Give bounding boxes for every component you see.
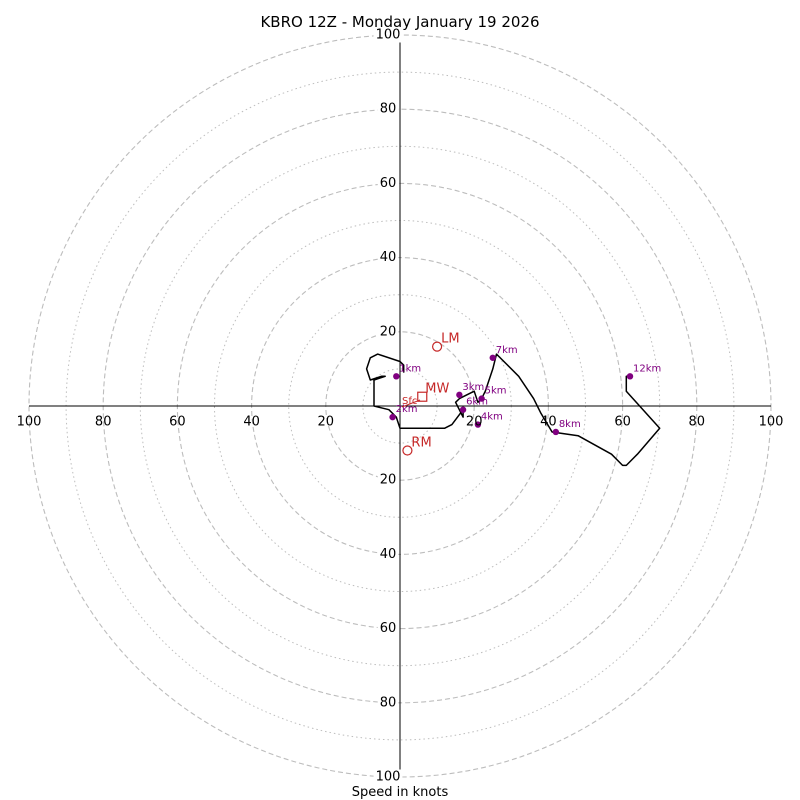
tick-bg-top-100 xyxy=(373,27,403,43)
x-axis-label: Speed in knots xyxy=(352,785,449,800)
height-label-4km: 4km xyxy=(481,412,503,423)
storm-motion-label-rm: RM xyxy=(411,436,431,451)
height-marker-12km xyxy=(626,373,634,380)
tick-label-top-20: 20 xyxy=(380,324,397,339)
height-marker-2km xyxy=(389,413,396,421)
axes xyxy=(29,35,771,777)
height-label-7km: 7km xyxy=(496,345,518,356)
height-label-6km: 6km xyxy=(466,397,488,408)
tick-label-right-100: 100 xyxy=(759,415,784,430)
height-marker-8km xyxy=(552,428,560,436)
height-marker-7km xyxy=(489,354,496,361)
height-marker-4km xyxy=(474,421,482,428)
tick-label-bottom-40: 40 xyxy=(380,547,397,562)
tick-label-top-80: 80 xyxy=(380,102,397,117)
tick-label-left-40: 40 xyxy=(243,415,260,430)
tick-labels: 100 80 60 40 20 20 40 60 80 100 20 40 60 80 100 20 40 60 8… xyxy=(17,27,784,785)
tick-bg-bottom-20 xyxy=(377,472,399,488)
height-label-5km: 5km xyxy=(485,386,507,397)
height-label-1km: 1km xyxy=(399,363,421,374)
hodograph-trace xyxy=(365,353,661,467)
storm-motion-label-mw: MW xyxy=(425,382,449,397)
chart-title: KBRO 12Z - Monday January 19 2026 xyxy=(260,13,539,31)
tick-label-right-40: 40 xyxy=(540,415,557,430)
sfc-motion-arrow xyxy=(401,399,421,408)
tick-label-bottom-80: 80 xyxy=(380,695,397,710)
tick-bg-top-60 xyxy=(377,175,399,191)
height-marker-6km xyxy=(459,406,467,413)
tick-bg-bottom-80 xyxy=(377,695,399,711)
height-label-12km: 12km xyxy=(633,363,661,374)
storm-motion-lm xyxy=(432,341,443,352)
storm-motion-mw xyxy=(417,391,428,402)
tick-label-left-100: 100 xyxy=(17,415,42,430)
height-marker-1km xyxy=(393,373,400,380)
tick-label-left-20: 20 xyxy=(318,415,335,430)
tick-bg-bottom-60 xyxy=(377,621,399,637)
height-label-8km: 8km xyxy=(559,419,581,430)
tick-label-left-60: 60 xyxy=(169,415,186,430)
height-marker-5km xyxy=(478,395,485,402)
storm-motion-markers: LM RM MW Sfc xyxy=(401,332,460,456)
tick-label-bottom-20: 20 xyxy=(380,473,397,488)
storm-motion-rm xyxy=(402,445,413,456)
tick-label-right-60: 60 xyxy=(614,415,631,430)
tick-label-top-40: 40 xyxy=(380,250,397,265)
tick-bg-top-80 xyxy=(377,101,399,117)
tick-bg-bottom-100 xyxy=(373,769,403,785)
tick-label-top-60: 60 xyxy=(380,176,397,191)
height-marker-3km xyxy=(456,391,463,399)
tick-label-left-80: 80 xyxy=(95,415,112,430)
tick-label-right-20: 20 xyxy=(466,415,483,430)
tick-bg-top-40 xyxy=(377,250,399,266)
storm-motion-label-lm: LM xyxy=(441,332,459,347)
tick-label-top-100: 100 xyxy=(376,28,401,43)
tick-label-bottom-100: 100 xyxy=(376,770,401,785)
height-label-3km: 3km xyxy=(462,382,484,393)
tick-bg-top-20 xyxy=(377,324,399,340)
tick-label-bottom-60: 60 xyxy=(380,621,397,636)
tick-bg-bottom-40 xyxy=(377,546,399,562)
sfc-label: Sfc xyxy=(402,396,417,407)
wind-trace-line xyxy=(365,353,661,467)
tick-label-right-80: 80 xyxy=(689,415,706,430)
height-label-2km: 2km xyxy=(396,404,418,415)
